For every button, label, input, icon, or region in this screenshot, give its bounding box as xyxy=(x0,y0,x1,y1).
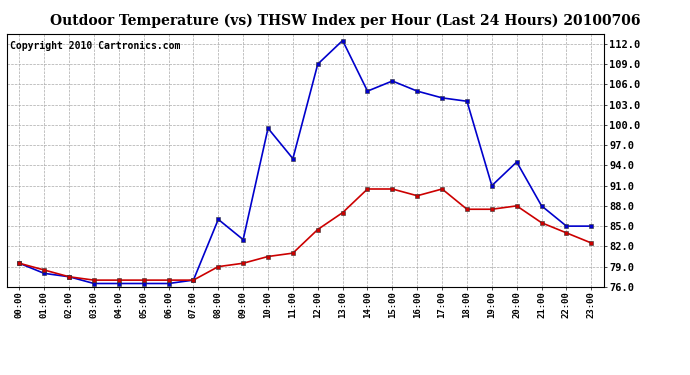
Text: Outdoor Temperature (vs) THSW Index per Hour (Last 24 Hours) 20100706: Outdoor Temperature (vs) THSW Index per … xyxy=(50,13,640,27)
Text: Copyright 2010 Cartronics.com: Copyright 2010 Cartronics.com xyxy=(10,41,180,51)
